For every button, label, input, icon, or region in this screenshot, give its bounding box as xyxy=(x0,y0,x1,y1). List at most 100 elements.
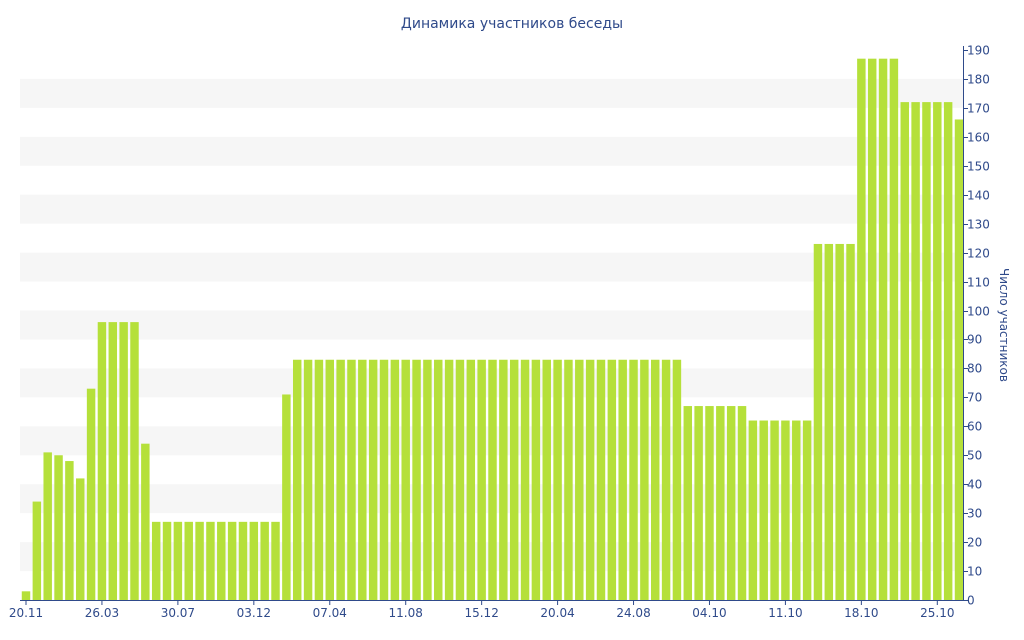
x-tick-label: 03.12 xyxy=(237,606,271,620)
bar xyxy=(943,102,953,601)
x-tick-label: 26.03 xyxy=(85,606,119,620)
bar xyxy=(260,521,269,600)
bar xyxy=(737,406,747,600)
bar xyxy=(86,388,96,600)
bar xyxy=(911,102,920,601)
bar xyxy=(466,359,476,600)
bar-series xyxy=(21,58,964,601)
bar xyxy=(292,359,302,600)
y-axis: 0 10 20 30 40 50 60 70 80 90 100 110 120 130 140 150 160… xyxy=(963,44,990,608)
grid-band xyxy=(20,194,963,224)
x-tick-label: 07.04 xyxy=(313,606,347,620)
bar xyxy=(249,521,259,600)
y-tick-label: 30 xyxy=(967,507,982,521)
bar xyxy=(325,359,334,600)
bar xyxy=(303,359,313,600)
bar xyxy=(227,521,237,600)
bar xyxy=(141,443,150,600)
bar xyxy=(347,359,356,600)
y-tick-label: 150 xyxy=(967,160,990,174)
bar xyxy=(781,420,790,600)
bar xyxy=(651,359,660,600)
bar xyxy=(238,521,248,600)
grid-band xyxy=(20,252,963,282)
x-axis: 20.11 26.03 30.07 03.12 07.04 11.08 15.12 20.04… xyxy=(9,600,964,620)
bar xyxy=(390,359,400,600)
bar xyxy=(954,119,964,600)
y-tick-label: 180 xyxy=(967,73,990,87)
bar xyxy=(922,102,931,601)
bar xyxy=(32,501,42,600)
x-tick-label: 30.07 xyxy=(161,606,195,620)
bar xyxy=(618,359,627,600)
x-tick-label: 15.12 xyxy=(464,606,498,620)
grid-band xyxy=(20,78,963,108)
y-tick-label: 10 xyxy=(967,565,982,579)
bar xyxy=(119,322,128,600)
bar xyxy=(314,359,324,600)
bar xyxy=(531,359,541,600)
bar xyxy=(542,359,551,600)
bar xyxy=(455,359,465,600)
bar xyxy=(585,359,595,600)
bar xyxy=(173,521,183,600)
grid-band xyxy=(20,310,963,340)
bar xyxy=(477,359,486,600)
x-tick-label: 25.10 xyxy=(920,606,954,620)
bar xyxy=(629,359,638,600)
bar xyxy=(661,359,671,600)
x-tick-label: 18.10 xyxy=(844,606,878,620)
bar xyxy=(151,521,161,600)
bar xyxy=(509,359,519,600)
bar xyxy=(759,420,768,600)
bar xyxy=(716,406,725,600)
bar xyxy=(217,521,226,600)
bar xyxy=(368,359,378,600)
bar xyxy=(878,58,888,601)
bar xyxy=(846,243,855,600)
bar xyxy=(108,322,118,600)
bar xyxy=(76,478,85,600)
y-axis-title: Число участников xyxy=(997,268,1011,382)
bar xyxy=(184,521,193,600)
bar xyxy=(575,359,584,600)
bar xyxy=(770,420,779,600)
bar xyxy=(206,521,215,600)
bar xyxy=(488,359,497,600)
bar xyxy=(54,455,63,600)
y-tick-label: 160 xyxy=(967,131,990,145)
bar xyxy=(423,359,432,600)
y-tick-label: 0 xyxy=(967,594,975,608)
bar xyxy=(867,58,877,601)
bar xyxy=(694,406,703,600)
bar xyxy=(933,102,942,601)
bar xyxy=(726,406,736,600)
bar xyxy=(520,359,530,600)
bar xyxy=(499,359,508,600)
bar xyxy=(358,359,367,600)
bar xyxy=(824,243,834,600)
y-tick-label: 190 xyxy=(967,44,990,58)
bar xyxy=(379,359,389,600)
bar xyxy=(553,359,562,600)
x-tick-label: 11.10 xyxy=(768,606,802,620)
chart-title: Динамика участников беседы xyxy=(401,16,623,32)
bar xyxy=(683,406,693,600)
bar xyxy=(282,394,291,600)
bar xyxy=(412,359,421,600)
y-tick-label: 100 xyxy=(967,305,990,319)
bar xyxy=(792,420,801,600)
bar xyxy=(640,359,649,600)
y-tick-label: 80 xyxy=(967,362,982,376)
y-tick-label: 70 xyxy=(967,391,982,405)
x-tick-label: 11.08 xyxy=(389,606,423,620)
y-tick-label: 90 xyxy=(967,333,982,347)
bar xyxy=(857,58,866,601)
grid-band xyxy=(20,136,963,166)
bar xyxy=(195,521,204,600)
y-tick-label: 170 xyxy=(967,102,990,116)
bar xyxy=(813,243,823,600)
bar xyxy=(434,359,443,600)
